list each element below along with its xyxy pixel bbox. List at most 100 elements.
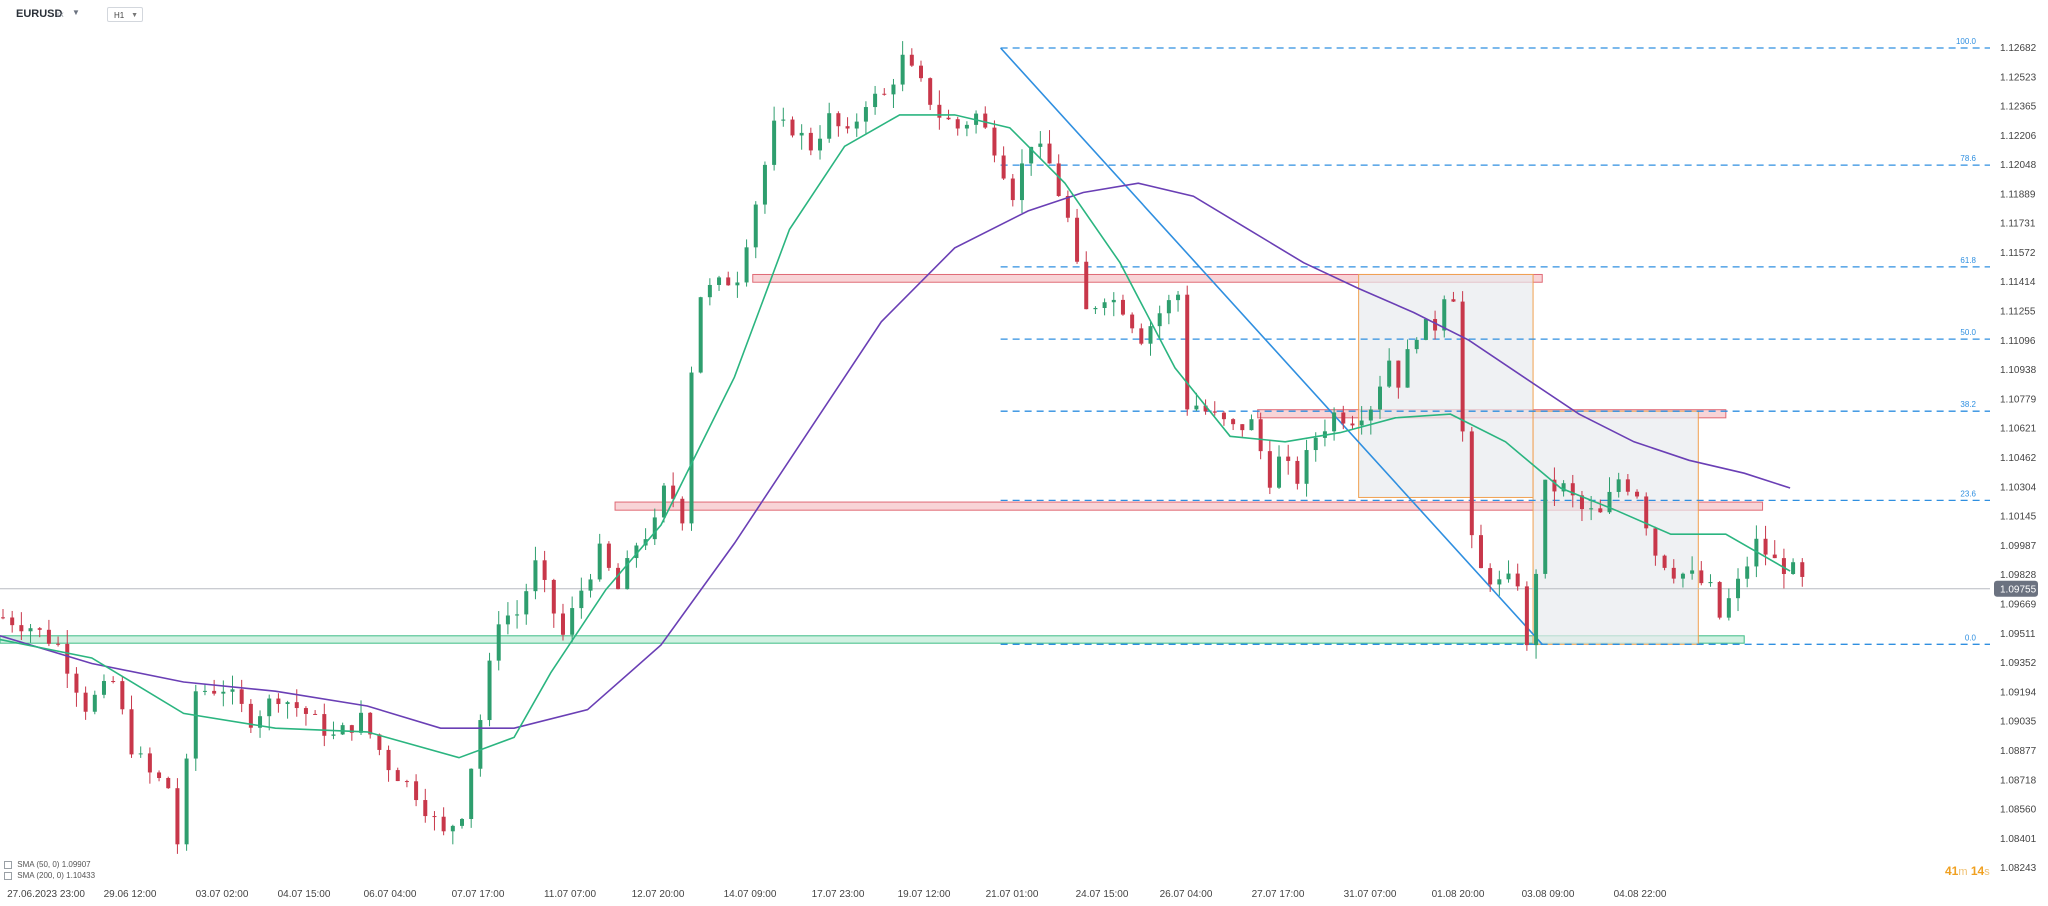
x-tick-label: 26.07 04:00 (1160, 889, 1213, 900)
x-tick-label: 31.07 07:00 (1344, 889, 1397, 900)
candle-body (331, 734, 336, 736)
candle-body (799, 132, 804, 136)
x-tick-label: 04.08 22:00 (1614, 889, 1667, 900)
candle-body (239, 689, 244, 704)
candle-body (1332, 412, 1337, 432)
x-tick-label: 11.07 07:00 (544, 889, 597, 900)
candle-body (634, 545, 639, 559)
candle-body (56, 643, 61, 645)
x-tick-label: 07.07 17:00 (452, 889, 505, 900)
candle-body (928, 78, 933, 105)
candle-body (322, 714, 327, 736)
candle-body (854, 121, 859, 129)
candle-body (487, 660, 492, 721)
candle-body (505, 615, 510, 625)
indicator-icon (4, 860, 12, 869)
candle-body (478, 720, 483, 769)
candle-body (276, 698, 281, 705)
chevron-down-icon: ▼ (131, 12, 138, 19)
candle-body (1745, 566, 1750, 579)
candle-body (248, 703, 253, 728)
candle-body (1423, 319, 1428, 340)
candle-body (597, 543, 602, 580)
countdown-minutes: 41 (1945, 864, 1959, 878)
countdown-seconds-unit: s (1984, 866, 1990, 878)
candle-body (1488, 568, 1493, 585)
x-tick-label: 17.07 23:00 (812, 889, 865, 900)
candle-body (414, 781, 419, 801)
y-tick-label: 1.11414 (2000, 277, 2036, 288)
candle-body (1763, 538, 1768, 555)
candle-body (661, 485, 666, 518)
candle-body (193, 691, 198, 759)
timeframe-value: H1 (114, 11, 125, 20)
x-tick-label: 01.08 20:00 (1432, 889, 1485, 900)
candle-body (28, 628, 33, 632)
y-tick-label: 1.09828 (2000, 570, 2037, 581)
candle-body (1157, 313, 1162, 327)
timeframe-select[interactable]: H1 ▼ (107, 7, 143, 22)
candle-body (1075, 217, 1080, 262)
x-tick-label: 21.07 01:00 (986, 889, 1039, 900)
candle-body (579, 590, 584, 609)
countdown-minutes-unit: m (1958, 866, 1968, 878)
candle-body (157, 772, 162, 778)
candle-body (1010, 178, 1015, 201)
x-tick-label: 12.07 20:00 (632, 889, 685, 900)
x-tick-label: 03.08 09:00 (1522, 889, 1575, 900)
candle-body (423, 800, 428, 817)
countdown-seconds: 14 (1970, 864, 1985, 878)
candle-body (349, 725, 354, 733)
y-tick-label: 1.12523 (2000, 72, 2037, 83)
candle-body (1469, 431, 1474, 536)
candle-body (515, 614, 520, 616)
x-tick-label: 27.07 17:00 (1252, 889, 1305, 900)
chart-toolbar: EURUSD rx ▼ H1 ▼ (0, 0, 2048, 28)
symbol-suffix: rx (57, 10, 64, 19)
candle-body (294, 702, 299, 709)
fib-level-label: 100.0 (1956, 37, 1977, 46)
candle-body (303, 708, 308, 714)
y-tick-label: 1.12206 (2000, 131, 2037, 142)
candle-body (450, 825, 455, 832)
candle-body (1249, 419, 1254, 431)
candle-body (753, 204, 758, 248)
candle-body (983, 113, 988, 128)
symbol-dropdown-icon[interactable]: ▼ (72, 8, 80, 17)
y-tick-label: 1.11096 (2000, 336, 2036, 347)
candle-body (1185, 294, 1190, 410)
sma50-legend: SMA (50, 0) 1.09907 (4, 860, 91, 870)
candle-body (1653, 528, 1658, 556)
trend-line (1000, 47, 1543, 645)
candle-body (359, 712, 364, 733)
candle-body (1736, 578, 1741, 599)
candle-body (533, 560, 538, 592)
x-tick-label: 04.07 15:00 (278, 889, 331, 900)
candle-body (221, 691, 226, 694)
candle-body (698, 297, 703, 373)
candle-body (1579, 495, 1584, 510)
fib-level-label: 0.0 (1965, 633, 1977, 642)
y-tick-label: 1.09194 (2000, 687, 2037, 698)
candle-body (1038, 143, 1043, 147)
x-tick-label: 19.07 12:00 (898, 889, 951, 900)
support-zone (0, 635, 1745, 644)
y-tick-label: 1.11889 (2000, 189, 2036, 200)
candle-body (1221, 412, 1226, 420)
candle-body (1791, 562, 1796, 574)
candle-body (460, 818, 464, 826)
candle-body (1065, 195, 1070, 218)
candle-body (616, 567, 621, 590)
candle-body (1139, 328, 1144, 344)
candle-body (836, 113, 841, 127)
candle-body (1396, 360, 1401, 388)
symbol-name[interactable]: EURUSD (16, 8, 63, 20)
candle-countdown: 41m 14s (1945, 864, 1990, 878)
candle-body (74, 673, 79, 693)
candle-body (1341, 412, 1346, 424)
y-tick-label: 1.08243 (2000, 863, 2037, 874)
y-tick-label: 1.08718 (2000, 775, 2037, 786)
candle-body (717, 277, 722, 285)
candle-body (1690, 570, 1695, 574)
